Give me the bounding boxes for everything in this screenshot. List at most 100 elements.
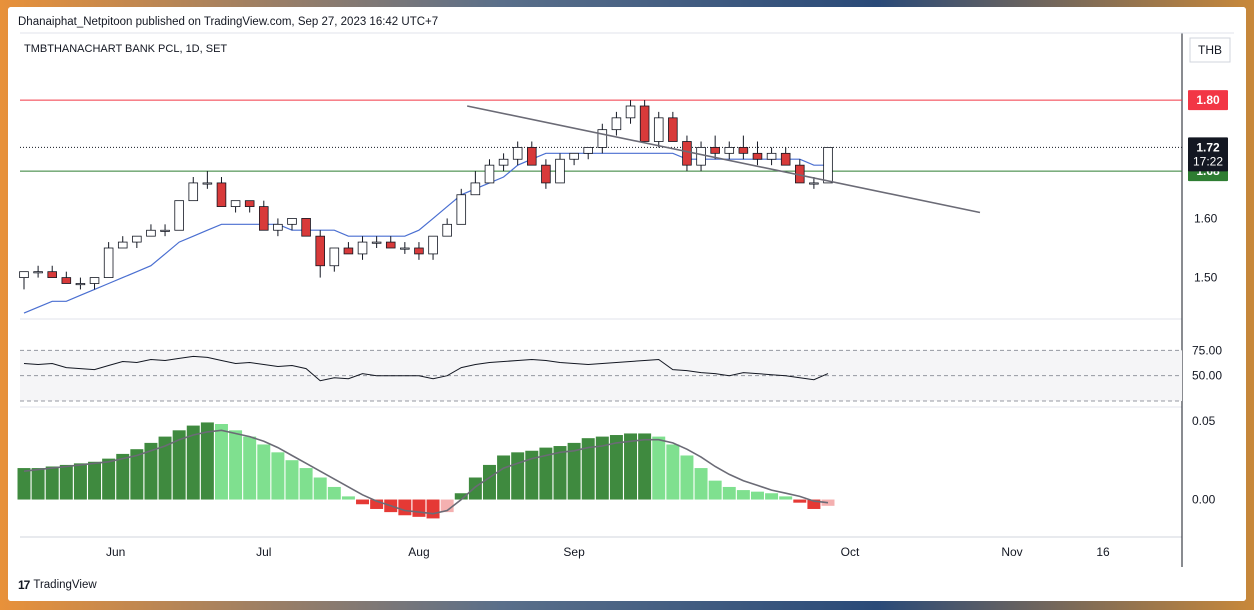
candle-body xyxy=(315,235,325,267)
histogram-bar xyxy=(214,424,228,500)
candle-body xyxy=(33,271,43,274)
histogram-bar xyxy=(398,499,412,516)
histogram-bar xyxy=(426,499,440,519)
chart-background xyxy=(8,7,1246,601)
candle-body xyxy=(639,105,650,142)
horizontal-levels-layer[interactable] xyxy=(20,99,1182,172)
histogram-bar xyxy=(708,480,722,500)
time-tick-label: Jul xyxy=(256,545,271,559)
candle-body xyxy=(400,247,410,250)
histogram-bar xyxy=(158,436,172,500)
histogram-bar xyxy=(285,460,299,500)
histogram-bar xyxy=(144,442,158,500)
histogram-bar xyxy=(511,452,525,500)
candle-body xyxy=(809,182,819,185)
histogram-bar xyxy=(186,425,200,500)
candle-body xyxy=(103,247,114,278)
tradingview-logo[interactable]: 17 TradingView xyxy=(18,578,97,592)
candle-body xyxy=(484,164,495,184)
candle-body xyxy=(117,241,128,249)
time-axis-layer[interactable]: Jun Jul Aug Sep Oct Nov 16 xyxy=(106,545,1110,559)
histogram-bar xyxy=(609,435,623,500)
trendline[interactable] xyxy=(466,105,981,214)
histogram-layer xyxy=(17,422,835,519)
candle-body xyxy=(766,152,777,160)
candle-body xyxy=(569,152,579,160)
trendline-layer[interactable] xyxy=(466,105,981,214)
candle-body xyxy=(19,271,29,278)
candle-body xyxy=(160,229,170,232)
histogram-bar xyxy=(539,447,553,500)
rsi-band xyxy=(20,349,1182,402)
time-tick-label: Oct xyxy=(841,545,860,559)
currency-box[interactable] xyxy=(1189,37,1231,63)
candle-body xyxy=(357,241,368,255)
rsi-layer xyxy=(23,355,829,382)
time-tick-label: Sep xyxy=(563,545,585,559)
candle-body xyxy=(470,182,481,196)
histogram-bar xyxy=(45,466,59,500)
histogram-bar xyxy=(567,442,581,500)
histogram-bar xyxy=(722,486,736,500)
candle-body xyxy=(343,247,354,255)
candle-body xyxy=(780,152,791,166)
time-tick-label: Aug xyxy=(408,545,429,559)
histogram-bar xyxy=(271,452,285,500)
histogram-bar xyxy=(59,464,73,500)
rsi-tick-label: 75.00 xyxy=(1192,343,1222,357)
histogram-bar xyxy=(638,433,652,500)
candle-body xyxy=(174,200,184,231)
histogram-bar xyxy=(243,436,257,500)
candles-layer xyxy=(19,100,833,290)
candle-body xyxy=(442,223,452,237)
histogram-bar xyxy=(525,450,539,500)
chart-title-layer: TMBTHANACHART BANK PCL, 1D, SET xyxy=(24,43,227,55)
candle-body xyxy=(823,147,833,184)
candle-body xyxy=(724,147,735,154)
candle-body xyxy=(696,147,706,166)
histogram-bar xyxy=(73,463,87,500)
histogram-bar xyxy=(172,430,186,500)
histogram-bar xyxy=(327,486,341,500)
level-label-1.80: 1.80 xyxy=(1196,93,1220,107)
candle-body xyxy=(301,218,311,237)
price-axis-layer[interactable]: THB1.801.681.7217:221.501.6050.0075.000.… xyxy=(1188,37,1231,507)
histogram-bar xyxy=(624,433,638,500)
histogram-bar xyxy=(31,468,45,500)
histogram-tick-label: 0.00 xyxy=(1192,493,1216,507)
level-label-1.72: 1.72 xyxy=(1196,140,1220,154)
level-label-1.80-bg xyxy=(1188,90,1228,111)
histogram-bar xyxy=(299,468,313,500)
candle-body xyxy=(385,241,396,249)
candle-body xyxy=(611,117,622,131)
candle-body xyxy=(47,271,57,278)
time-tick-label: Nov xyxy=(1001,545,1022,559)
histogram-bar xyxy=(497,455,511,500)
candle-body xyxy=(583,147,593,154)
histogram-bar xyxy=(793,499,807,503)
candle-body xyxy=(414,247,424,255)
candle-body xyxy=(512,147,523,160)
level-label-1.72-countdown: 17:22 xyxy=(1193,154,1223,168)
candle-body xyxy=(329,247,340,267)
price-tick-label: 1.60 xyxy=(1194,211,1218,225)
candle-body xyxy=(541,164,551,184)
candle-body xyxy=(89,277,100,284)
histogram-bar xyxy=(313,477,327,500)
histogram-bar xyxy=(736,490,750,500)
chart-canvas[interactable]: THB1.801.681.7217:221.501.6050.0075.000.… xyxy=(8,7,1246,601)
chart-frame: THB1.801.681.7217:221.501.6050.0075.000.… xyxy=(8,7,1246,601)
candle-body xyxy=(597,129,608,148)
candle-body xyxy=(625,105,636,119)
candle-body xyxy=(132,235,142,243)
histogram-bar xyxy=(666,444,680,500)
candle-body xyxy=(259,206,269,231)
tradingview-mark-icon: 17 xyxy=(18,578,30,592)
currency-label[interactable]: THB xyxy=(1198,43,1222,57)
candle-body xyxy=(653,117,664,142)
time-tick-label: Jun xyxy=(106,545,125,559)
histogram-bar xyxy=(412,499,426,517)
histogram-bar xyxy=(229,430,243,500)
candle-body xyxy=(555,158,565,184)
histogram-bar xyxy=(454,493,468,500)
